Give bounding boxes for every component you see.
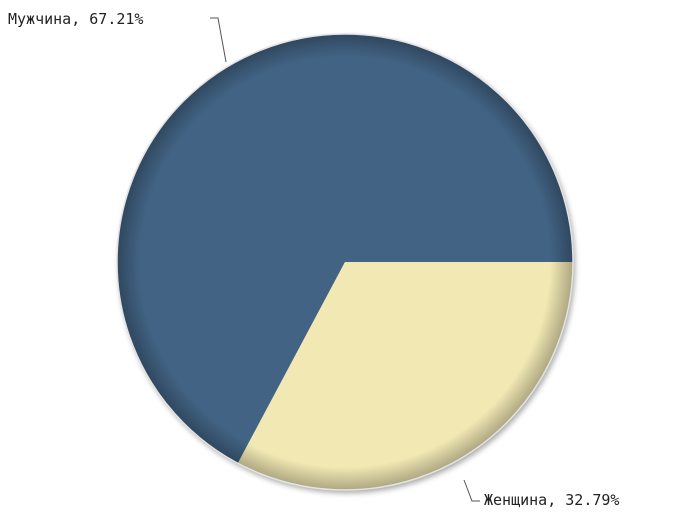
slice-label-male: Мужчина, 67.21% <box>8 10 143 28</box>
slice-labels-group: Мужчина, 67.21% Женщина, 32.79% <box>8 10 619 509</box>
leader-line-female <box>463 479 480 502</box>
pie-slices-group <box>116 34 574 491</box>
slice-label-female: Женщина, 32.79% <box>484 491 619 509</box>
pie-outline <box>116 33 574 491</box>
leader-line-male <box>210 17 227 63</box>
